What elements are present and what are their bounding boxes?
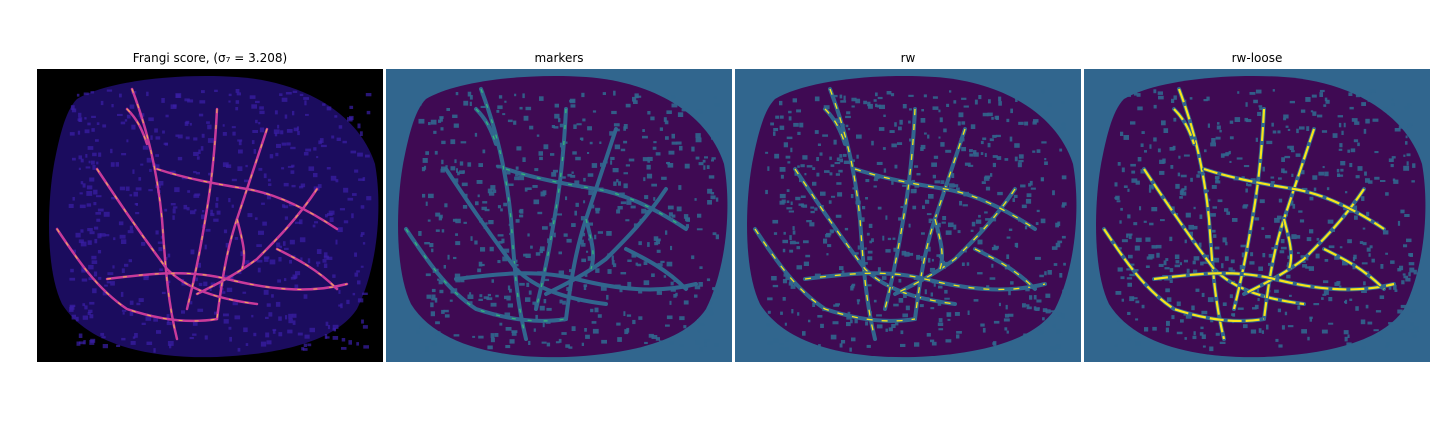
- vessel-highlight: [804, 272, 1046, 291]
- vessel-highlight: [1103, 228, 1265, 323]
- tissue-region: [398, 75, 728, 358]
- markers-image: [386, 69, 732, 362]
- vessel-path: [584, 217, 596, 271]
- vessel-highlight: [276, 248, 338, 290]
- texture-dots: [1114, 89, 1419, 352]
- vessel-highlight: [894, 188, 1016, 295]
- vessel-highlight: [156, 168, 338, 230]
- rw-image: [735, 69, 1081, 362]
- vessel-highlight: [475, 108, 497, 145]
- vessel-highlight: [1282, 218, 1293, 270]
- vessel-highlight: [754, 228, 916, 322]
- vessel-highlight: [1203, 167, 1385, 230]
- panel-title-rw: rw: [900, 51, 916, 65]
- vessel-highlight: [854, 168, 1036, 230]
- panel-title-rw-loose: rw-loose: [1231, 51, 1283, 65]
- vessel-path: [235, 217, 246, 271]
- vessel-path: [479, 87, 528, 341]
- vessel-highlight: [974, 248, 1036, 290]
- vessel-path: [828, 87, 877, 341]
- texture-dots: [68, 89, 372, 353]
- vessel-highlight: [1173, 108, 1196, 145]
- vessel-highlight: [186, 108, 218, 310]
- rw-loose-image: [1084, 69, 1430, 362]
- vessel-highlight: [1177, 88, 1226, 340]
- tissue-region: [747, 75, 1077, 358]
- vessel-path: [404, 227, 568, 323]
- vessel-highlight: [824, 108, 846, 145]
- vessel-highlight: [535, 108, 567, 310]
- vessel-path: [55, 227, 219, 323]
- vessel-path: [130, 87, 179, 341]
- vessel-highlight: [126, 108, 148, 145]
- vessel-path: [544, 187, 668, 296]
- vessel-path: [454, 271, 698, 292]
- vessel-highlight: [1323, 248, 1385, 290]
- tissue-region: [49, 75, 379, 358]
- panel-title-markers: markers: [534, 51, 584, 65]
- vessel-highlight: [1153, 272, 1395, 291]
- vessel-path: [105, 271, 349, 291]
- vessel-highlight: [505, 168, 687, 230]
- frangi-image: [37, 69, 383, 362]
- vessel-highlight: [96, 168, 258, 305]
- tissue-region: [1096, 75, 1426, 358]
- panel-title-frangi: Frangi score, (σ₇ = 3.208): [132, 51, 288, 65]
- vessel-highlight: [934, 218, 943, 270]
- vessel-highlight: [1243, 188, 1365, 295]
- vessel-path: [624, 247, 688, 291]
- vessel-path: [195, 187, 319, 296]
